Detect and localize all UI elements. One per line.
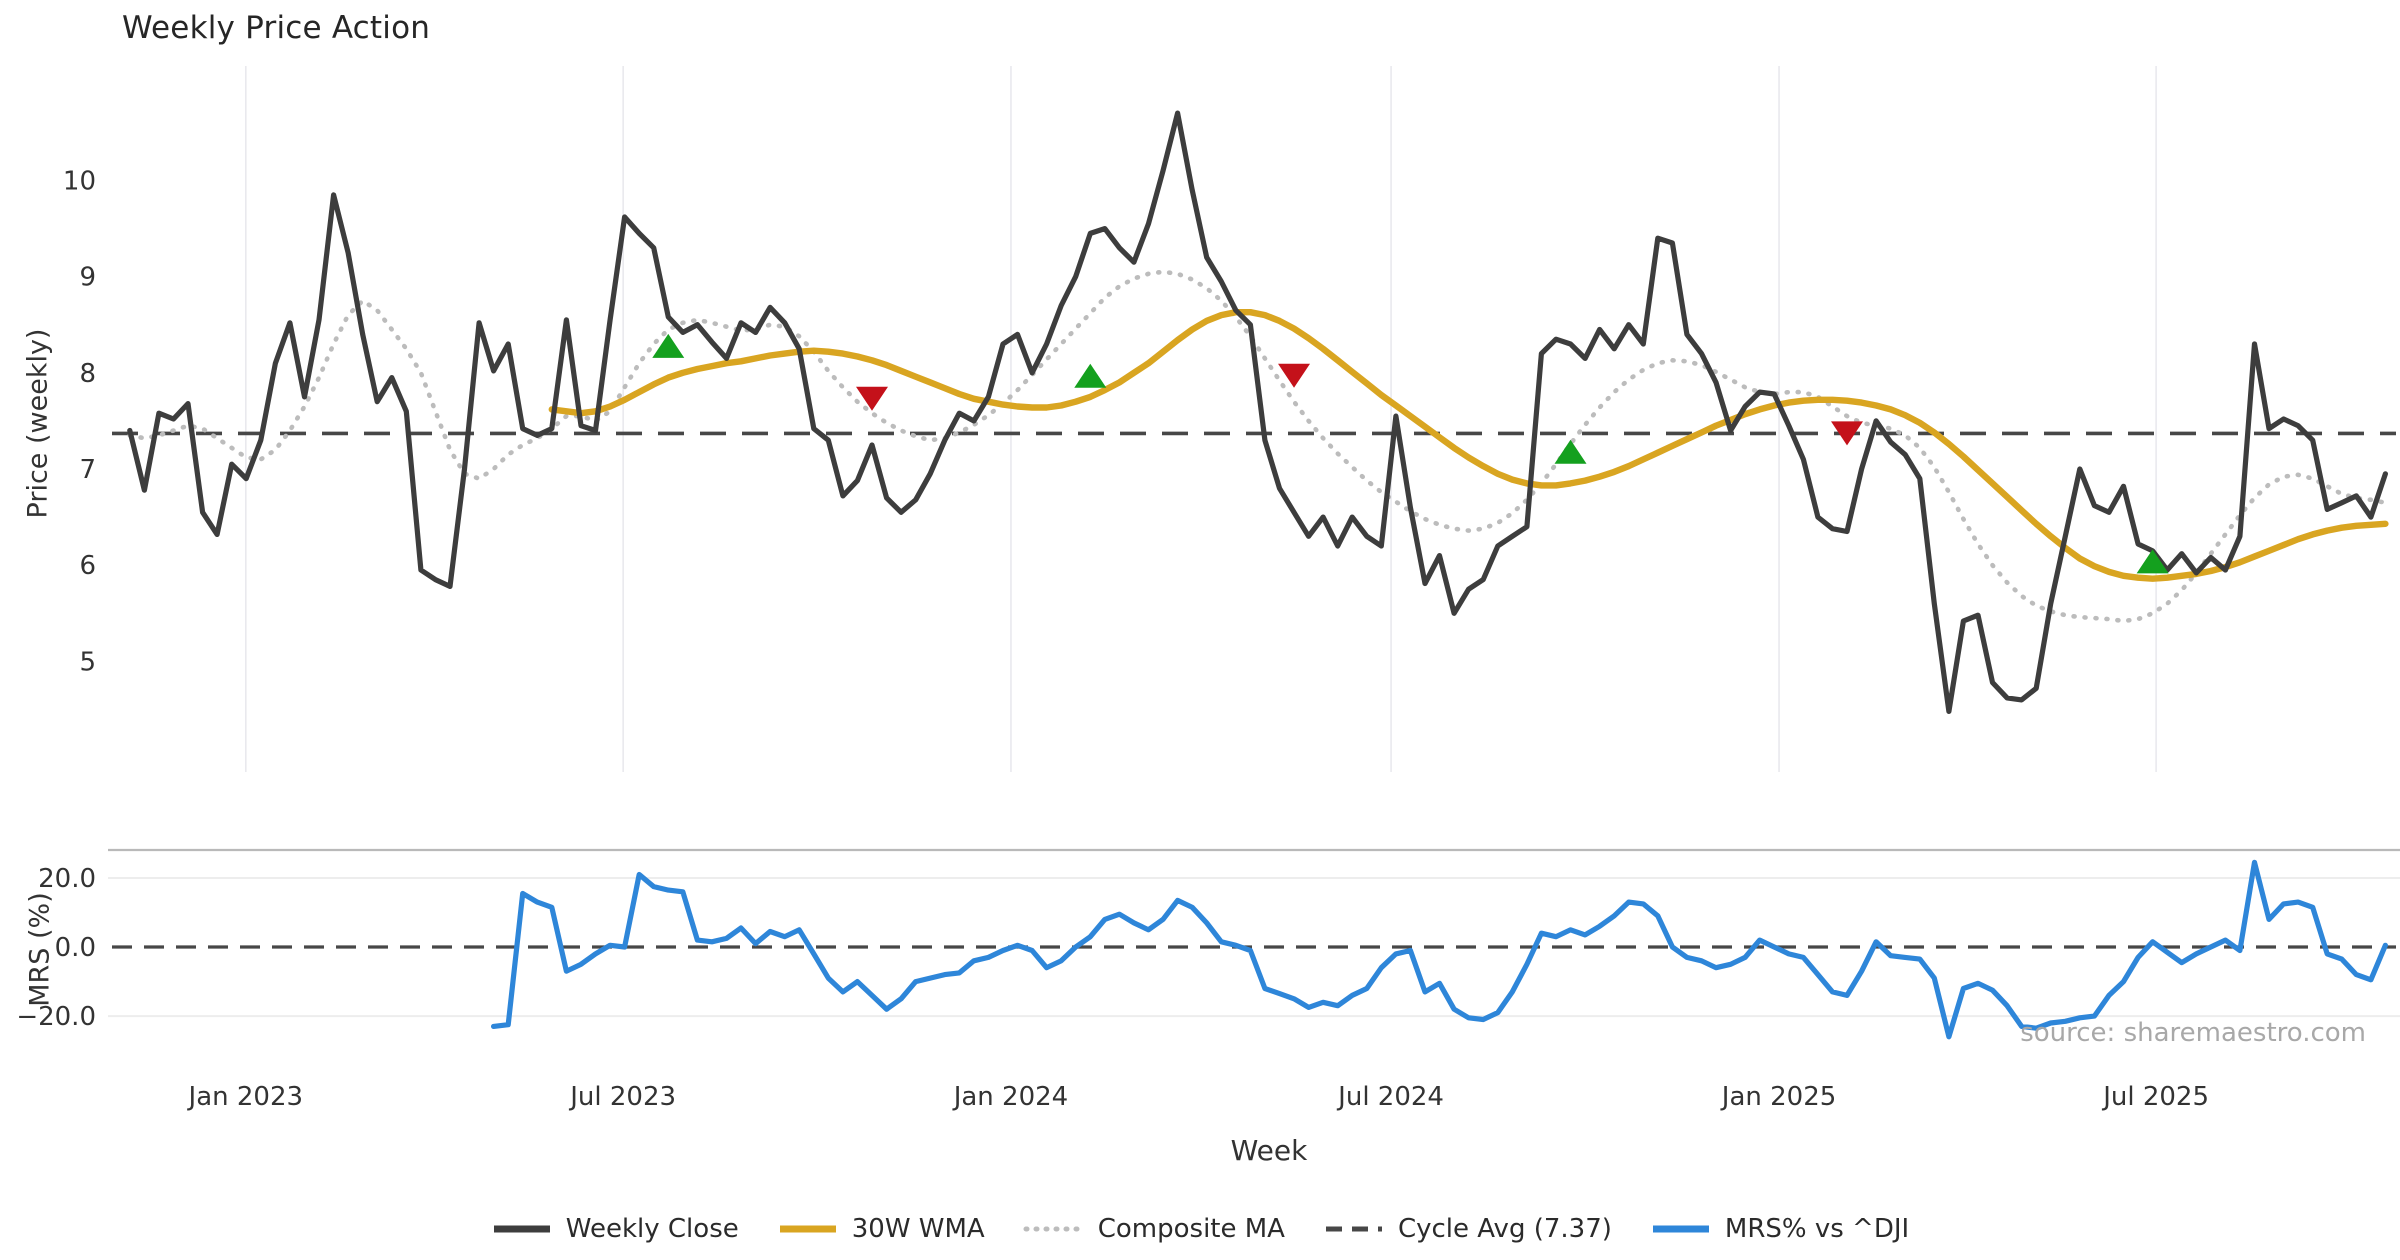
x-tick-label: Jul 2025 bbox=[2101, 1082, 2209, 1112]
price-tick-label: 7 bbox=[79, 455, 96, 485]
buy-signal-icon bbox=[1554, 439, 1587, 464]
gridlines bbox=[108, 66, 2400, 1018]
price-tick-label: 9 bbox=[79, 263, 96, 293]
price-tick-label: 8 bbox=[79, 359, 96, 389]
legend-item-30w-wma: 30W WMA bbox=[777, 1214, 985, 1244]
legend-item-composite-ma: Composite MA bbox=[1023, 1214, 1285, 1244]
mrs-tick-label: −20.0 bbox=[16, 1002, 96, 1032]
mrs-tick-label: 20.0 bbox=[38, 864, 96, 894]
legend-swatch-mrs-dji bbox=[1652, 1225, 1709, 1233]
wma-30w-line bbox=[548, 309, 2389, 582]
legend-swatch-cycle-avg bbox=[1325, 1226, 1382, 1232]
legend-swatch-weekly-close bbox=[493, 1225, 550, 1233]
x-tick-label: Jul 2024 bbox=[1336, 1082, 1444, 1112]
page-title: Weekly Price Action bbox=[122, 10, 431, 46]
legend-item-weekly-close: Weekly Close bbox=[491, 1214, 739, 1244]
price-tick-label: 6 bbox=[79, 551, 96, 581]
weekly-close-line bbox=[127, 110, 2388, 715]
mrs-tick-label: 0.0 bbox=[55, 933, 96, 963]
legend-swatch-30w-wma bbox=[779, 1225, 836, 1233]
buy-signal-icon bbox=[652, 333, 685, 358]
legend-label-cycle-avg: Cycle Avg (7.37) bbox=[1397, 1214, 1612, 1244]
mrs-line bbox=[491, 859, 2388, 1040]
signal-markers bbox=[652, 333, 2169, 574]
sell-signal-icon bbox=[1831, 421, 1864, 446]
sell-signal-icon bbox=[1278, 363, 1311, 388]
x-tick-label: Jan 2023 bbox=[187, 1082, 304, 1112]
x-tick-label: Jan 2025 bbox=[1720, 1082, 1837, 1112]
legend-swatch-composite-ma bbox=[1023, 1226, 1085, 1232]
axis-tick-labels: 10 9 8 7 6 5 20.0 0.0 −20.0 Jan 2023 Jul 2023 Jan 2… bbox=[16, 166, 2209, 1167]
x-tick-label: Jan 2024 bbox=[952, 1082, 1069, 1112]
buy-signal-icon bbox=[2136, 549, 2169, 574]
legend-item-mrs-dji: MRS% vs ^DJI bbox=[1650, 1214, 1909, 1244]
data-series-lines bbox=[112, 110, 2396, 1040]
legend-item-cycle-avg: Cycle Avg (7.37) bbox=[1323, 1214, 1612, 1244]
price-tick-label: 10 bbox=[63, 166, 96, 196]
x-tick-label: Jul 2023 bbox=[568, 1082, 676, 1112]
legend-label-composite-ma: Composite MA bbox=[1097, 1214, 1285, 1244]
legend-label-weekly-close: Weekly Close bbox=[565, 1214, 739, 1244]
legend-label-30w-wma: 30W WMA bbox=[851, 1214, 985, 1244]
sell-signal-icon bbox=[856, 386, 888, 411]
legend-label-mrs-dji: MRS% vs ^DJI bbox=[1724, 1214, 1910, 1244]
x-axis-label: Week bbox=[1231, 1134, 1308, 1167]
price-tick-label: 5 bbox=[79, 647, 96, 677]
composite-ma-line bbox=[127, 269, 2388, 624]
buy-signal-icon bbox=[1074, 363, 1107, 388]
source-note: source: sharemaestro.com bbox=[2020, 1018, 2366, 1048]
chart-legend: Weekly Close 30W WMA Composite MA Cycle Avg… bbox=[0, 1202, 2400, 1256]
